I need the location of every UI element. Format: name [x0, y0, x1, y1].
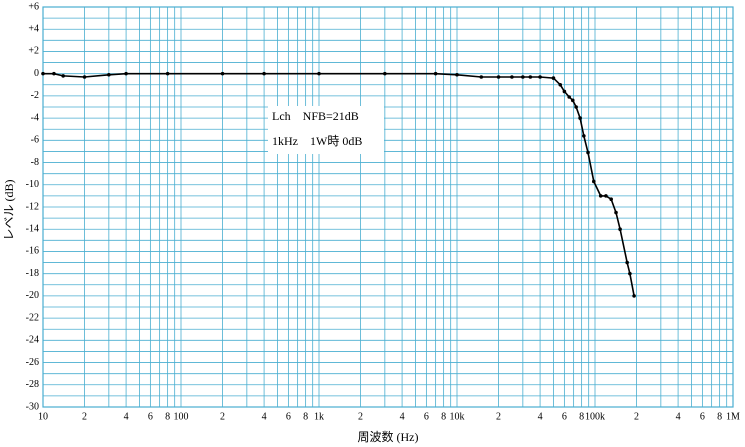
- y-axis-label: レベル (dB): [2, 179, 16, 240]
- data-point: [165, 71, 170, 76]
- annotation-box: [268, 106, 384, 154]
- y-tick-label: -18: [26, 268, 39, 279]
- x-tick-label: 4: [124, 411, 129, 422]
- x-tick-label: 4: [262, 411, 267, 422]
- data-point: [220, 71, 225, 76]
- x-tick-label: 2: [634, 411, 639, 422]
- data-point: [604, 194, 608, 198]
- data-point: [632, 294, 636, 298]
- data-point: [521, 75, 525, 79]
- data-point: [625, 260, 629, 265]
- data-point: [52, 71, 56, 76]
- data-point: [496, 75, 501, 79]
- y-tick-label: -22: [26, 312, 39, 323]
- x-tick-label: 2: [496, 411, 501, 422]
- annotation: 1kHz 1W時 0dB: [272, 134, 362, 148]
- y-tick-label: -30: [26, 401, 39, 412]
- data-point: [61, 74, 65, 78]
- x-tick-label: 1M: [726, 411, 740, 422]
- x-tick-label: 1k: [314, 411, 324, 422]
- x-tick-label: 4: [538, 411, 543, 422]
- data-point: [558, 82, 563, 87]
- x-axis-label: 周波数 (Hz): [358, 429, 419, 444]
- y-tick-label: +4: [28, 24, 39, 35]
- x-tick-label: 6: [286, 411, 291, 422]
- data-point: [107, 72, 111, 77]
- data-point: [586, 150, 590, 155]
- x-tick-label: 6: [700, 411, 705, 422]
- data-point: [262, 71, 266, 76]
- y-tick-label: -10: [26, 179, 39, 190]
- y-tick-label: +6: [28, 1, 39, 12]
- data-point: [510, 75, 514, 79]
- data-point: [562, 89, 567, 94]
- y-tick-label: -26: [26, 357, 39, 368]
- data-point: [591, 179, 596, 184]
- x-tick-label: 8: [717, 411, 722, 422]
- x-tick-label: 8: [441, 411, 446, 422]
- y-tick-label: -28: [26, 379, 39, 390]
- y-tick-label: -12: [26, 201, 39, 212]
- grid: [42, 6, 734, 408]
- data-point: [598, 194, 603, 198]
- data-point: [609, 197, 613, 202]
- data-point: [538, 75, 542, 79]
- x-tick-label: 4: [676, 411, 681, 422]
- x-tick-label: 2: [220, 411, 225, 422]
- data-point: [567, 95, 571, 99]
- x-tick-label: 6: [148, 411, 153, 422]
- data-point: [383, 71, 387, 76]
- x-tick-label: 2: [82, 411, 87, 422]
- y-tick-label: -2: [31, 90, 39, 101]
- y-tick-label: -8: [31, 157, 39, 168]
- data-point: [41, 71, 45, 76]
- y-tick-label: -6: [31, 135, 39, 146]
- x-tick-label: 6: [424, 411, 429, 422]
- data-point: [614, 210, 618, 215]
- data-point: [82, 75, 87, 79]
- y-tick-label: -4: [31, 112, 39, 123]
- y-tick-label: -14: [26, 224, 39, 235]
- x-tick-label: 8: [579, 411, 584, 422]
- data-point: [317, 71, 321, 76]
- y-tick-label: -20: [26, 290, 39, 301]
- x-tick-label: 8: [165, 411, 170, 422]
- x-tick-label: 2: [358, 411, 363, 422]
- data-point: [618, 227, 622, 232]
- y-tick-label: +2: [28, 46, 39, 57]
- annotation: Lch NFB=21dB: [272, 109, 359, 123]
- data-point: [570, 98, 575, 103]
- data-point: [628, 271, 632, 276]
- data-point: [124, 71, 128, 76]
- data-point: [528, 75, 533, 79]
- data-point: [582, 134, 586, 138]
- data-point: [479, 75, 484, 79]
- x-tick-label: 6: [562, 411, 567, 422]
- x-tick-label: 4: [400, 411, 405, 422]
- data-point: [551, 76, 556, 80]
- data-point: [455, 72, 459, 77]
- data-point: [574, 105, 578, 109]
- data-point: [578, 116, 582, 120]
- y-tick-label: -24: [26, 335, 39, 346]
- x-tick-label: 100k: [585, 411, 605, 422]
- x-tick-label: 8: [303, 411, 308, 422]
- data-point: [433, 71, 438, 76]
- x-tick-label: 100: [174, 411, 189, 422]
- y-tick-label: -16: [26, 246, 39, 257]
- y-tick-label: 0: [34, 68, 39, 79]
- x-tick-label: 10k: [450, 411, 465, 422]
- x-tick-label: 10: [38, 411, 48, 422]
- plot-frame: [42, 6, 734, 408]
